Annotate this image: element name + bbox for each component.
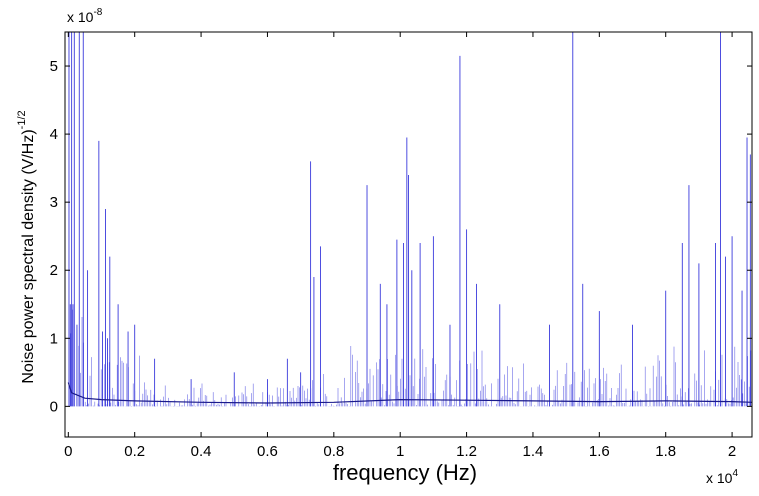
x-axis-label: frequency (Hz) [333,460,477,485]
baseline-curve [67,382,753,404]
plot-frame [64,31,753,438]
y-tick-label: 5 [50,58,58,75]
y-tick-label: 3 [50,194,58,211]
spectrum-spike-layer [68,32,751,407]
svg-text:Noise power spectral density: Noise power spectral density (V/Hz)-1/2 [16,110,37,383]
y-axis-ticks: 0 1 2 3 4 5 [50,58,752,415]
x-tick-label: 0.2 [124,443,145,460]
x-tick-label: 0.4 [191,443,212,460]
y-tick-label: 2 [50,262,58,279]
x-tick-label: 1.2 [456,443,477,460]
x-tick-label: 1.4 [523,443,544,460]
baseline-layer [67,382,753,404]
y-tick-label: 1 [50,330,58,347]
y-tick-label: 0 [50,398,58,415]
x-tick-label: 0.8 [323,443,344,460]
x-multiplier-exponent: 4 [732,468,738,479]
y-axis-label-exponent: -1/2 [16,110,28,129]
svg-text:x 10-8: x 10-8 [67,7,103,25]
x-tick-label: 1.6 [589,443,610,460]
x-tick-label: 1.8 [655,443,676,460]
y-axis-label-group: Noise power spectral density (V/Hz)-1/2 [16,110,37,383]
x-tick-label: 0 [64,443,72,460]
y-axis-label: Noise power spectral density (V/Hz) [20,129,37,383]
x-multiplier: x 10 [706,470,733,486]
noise-floor-layer [68,309,752,407]
y-multiplier-exponent: -8 [93,7,102,18]
y-multiplier: x 10 [67,9,94,25]
svg-text:x 104: x 104 [706,468,738,486]
x-tick-label: 0.6 [257,443,278,460]
x-axis-ticks: 0 0.2 0.4 0.6 0.8 1 1.2 1.4 1.6 1.8 2 [64,32,736,460]
y-tick-label: 4 [50,126,58,143]
x-tick-label: 2 [728,443,736,460]
x-tick-label: 1 [396,443,404,460]
